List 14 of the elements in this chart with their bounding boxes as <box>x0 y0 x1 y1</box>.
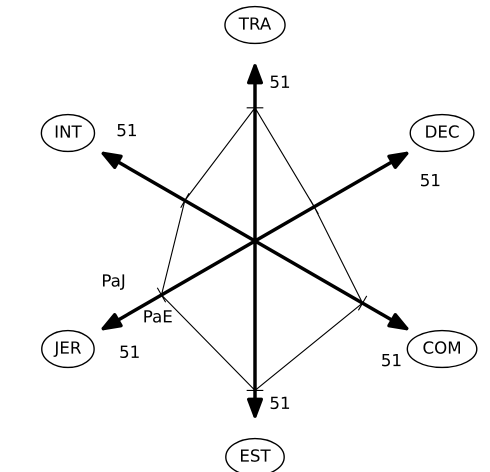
spoke-label: TRA <box>238 17 272 30</box>
spoke-label: COM <box>423 341 460 354</box>
text: PaJ <box>102 274 124 290</box>
spoke-label: DEC <box>426 125 459 138</box>
text: 51 <box>270 76 290 88</box>
text: 51 <box>270 396 290 410</box>
spoke-label: EST <box>240 449 271 462</box>
text: PaE <box>144 310 172 323</box>
spoke-label: INT <box>56 125 82 138</box>
text: 51 <box>382 354 401 366</box>
text: 51 <box>118 124 136 136</box>
text: 51 <box>120 346 139 358</box>
spoke-label: JER <box>54 341 81 357</box>
text: 51 <box>421 174 440 186</box>
